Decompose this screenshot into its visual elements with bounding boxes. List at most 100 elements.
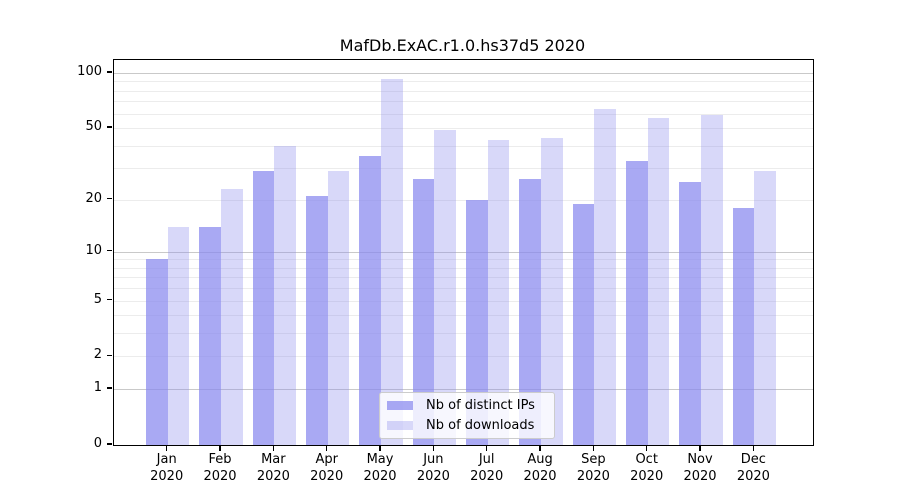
y-tick <box>106 443 112 445</box>
y-tick-label: 1 <box>93 380 102 396</box>
minor-gridline <box>114 300 813 302</box>
major-gridline <box>114 389 813 391</box>
minor-gridline <box>114 81 813 83</box>
minor-gridline <box>114 113 813 115</box>
bar-downloads <box>327 170 350 445</box>
major-gridline <box>114 73 813 74</box>
y-tick-label: 100 <box>77 64 102 79</box>
x-tick-month: Feb <box>208 452 232 467</box>
y-tick <box>106 298 112 301</box>
major-gridline <box>114 251 813 253</box>
y-tick-label: 0 <box>93 436 102 451</box>
x-tick <box>539 445 541 451</box>
x-tick-year: 2020 <box>310 469 344 484</box>
x-tick-year: 2020 <box>150 469 184 484</box>
x-tick-month: Jan <box>156 452 177 467</box>
x-tick-year: 2020 <box>470 469 504 484</box>
x-tick-label: Aug 2020 <box>508 451 572 485</box>
legend-item-distinct-ips: Nb of distinct IPs <box>387 398 554 413</box>
minor-gridline <box>114 145 813 147</box>
x-tick-year: 2020 <box>736 469 770 484</box>
bar-downloads <box>167 226 190 445</box>
bar-distinct-ips <box>519 179 542 445</box>
bar-downloads <box>594 108 617 445</box>
minor-gridline <box>114 199 813 201</box>
x-tick-label: Jun 2020 <box>401 451 465 485</box>
minor-gridline <box>114 101 813 103</box>
x-tick-year: 2020 <box>576 469 610 484</box>
x-tick <box>165 445 168 451</box>
x-tick-label: Jul 2020 <box>455 451 519 485</box>
legend-label-distinct-ips: Nb of distinct IPs <box>426 398 535 413</box>
bar-downloads <box>541 138 563 445</box>
legend-swatch-downloads <box>387 421 413 430</box>
legend-item-downloads: Nb of downloads <box>387 418 554 433</box>
bar-distinct-ips <box>252 170 275 445</box>
x-tick-year: 2020 <box>683 469 717 484</box>
x-tick <box>485 445 488 451</box>
x-tick-year: 2020 <box>630 469 664 484</box>
x-tick-label: Apr 2020 <box>295 451 359 485</box>
y-tick-label: 50 <box>85 119 102 135</box>
minor-gridline <box>114 168 813 170</box>
minor-gridline <box>114 333 813 335</box>
x-tick-month: Aug <box>527 452 553 467</box>
y-tick-label: 2 <box>93 347 102 363</box>
legend-swatch-distinct-ips <box>387 401 413 410</box>
x-tick-label: May 2020 <box>348 451 412 485</box>
minor-gridline <box>114 128 813 130</box>
minor-gridline <box>114 267 813 269</box>
x-tick-month: Apr <box>315 452 338 467</box>
x-tick <box>432 445 435 451</box>
bar-distinct-ips <box>625 160 648 445</box>
x-tick-label: Sep 2020 <box>561 451 625 485</box>
x-tick <box>752 445 755 451</box>
y-tick <box>106 71 112 73</box>
x-tick <box>379 445 381 451</box>
minor-gridline <box>114 90 813 92</box>
x-tick <box>699 445 701 451</box>
x-tick <box>325 445 328 451</box>
bar-distinct-ips <box>572 203 595 445</box>
x-tick-year: 2020 <box>523 469 557 484</box>
bar-distinct-ips <box>199 226 222 445</box>
x-tick-month: Oct <box>635 452 658 467</box>
bar-distinct-ips <box>732 207 755 445</box>
y-tick <box>106 126 112 128</box>
x-tick-month: May <box>366 452 394 467</box>
chart-title: MafDb.ExAC.r1.0.hs37d5 2020 <box>339 36 586 55</box>
x-tick <box>272 445 275 451</box>
legend: Nb of distinct IPs Nb of downloads <box>379 392 555 439</box>
y-tick <box>106 387 112 389</box>
bar-downloads <box>647 117 670 445</box>
minor-gridline <box>114 315 813 317</box>
bar-downloads <box>754 170 777 445</box>
legend-label-downloads: Nb of downloads <box>426 418 535 433</box>
bar-downloads <box>381 78 403 445</box>
bar-distinct-ips <box>465 199 488 445</box>
x-tick-year: 2020 <box>363 469 397 484</box>
bar-downloads <box>434 129 457 445</box>
x-tick-label: Feb 2020 <box>188 451 252 485</box>
x-tick-year: 2020 <box>203 469 237 484</box>
y-tick <box>106 354 112 357</box>
x-tick-label: Mar 2020 <box>241 451 305 485</box>
x-tick-month: Sep <box>581 452 606 467</box>
x-tick-year: 2020 <box>416 469 450 484</box>
x-tick-month: Jul <box>478 452 495 467</box>
x-tick-label: Oct 2020 <box>615 451 679 485</box>
minor-gridline <box>114 356 813 358</box>
minor-gridline <box>114 259 813 261</box>
x-tick <box>592 445 595 451</box>
bar-distinct-ips <box>359 156 382 445</box>
bar-downloads <box>221 188 243 445</box>
y-tick <box>106 197 112 200</box>
x-tick-label: Nov 2020 <box>668 451 732 485</box>
y-tick-label: 20 <box>85 190 102 206</box>
plot-area <box>113 59 814 446</box>
bar-distinct-ips <box>145 259 168 445</box>
x-tick-label: Jan 2020 <box>135 451 199 485</box>
x-tick <box>219 445 221 451</box>
x-tick-month: Nov <box>687 452 713 467</box>
